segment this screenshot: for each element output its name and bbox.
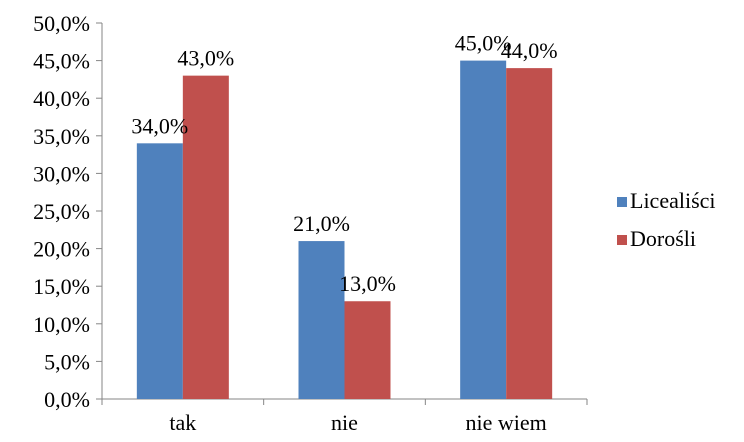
y-tick-label: 25,0% bbox=[33, 199, 90, 224]
y-tick-label: 10,0% bbox=[33, 312, 90, 337]
x-category-label: nie bbox=[331, 410, 358, 435]
bar-licealisci bbox=[136, 143, 183, 399]
legend: Licealiści Dorośli bbox=[617, 188, 716, 251]
y-tick-label: 40,0% bbox=[33, 86, 90, 111]
data-label: 21,0% bbox=[293, 211, 350, 236]
y-tick-label: 45,0% bbox=[33, 49, 90, 74]
y-tick-label: 0,0% bbox=[44, 387, 90, 412]
y-tick-label: 15,0% bbox=[33, 274, 90, 299]
y-tick-label: 5,0% bbox=[44, 349, 90, 374]
bar-dorosli bbox=[182, 75, 229, 399]
data-label: 45,0% bbox=[455, 31, 512, 56]
y-tick-label: 35,0% bbox=[33, 124, 90, 149]
x-category-label: tak bbox=[169, 410, 196, 435]
y-tick-label: 50,0% bbox=[33, 11, 90, 36]
legend-swatch bbox=[617, 235, 627, 245]
bar-licealisci bbox=[298, 241, 345, 399]
y-tick-label: 30,0% bbox=[33, 161, 90, 186]
legend-label: Licealiści bbox=[630, 188, 716, 213]
data-label: 44,0% bbox=[501, 38, 558, 63]
plot-area: 0,0% 5,0% 10,0% 15,0% 20,0% 25,0% 30,0% 35,0% 40… bbox=[33, 11, 588, 435]
x-category-label: nie wiem bbox=[466, 410, 547, 435]
legend-label: Dorośli bbox=[630, 226, 696, 251]
legend-swatch bbox=[617, 197, 627, 207]
bar-dorosli bbox=[344, 301, 391, 399]
y-tick-label: 20,0% bbox=[33, 237, 90, 262]
data-label: 13,0% bbox=[339, 271, 396, 296]
data-label: 43,0% bbox=[177, 46, 234, 71]
bar-dorosli bbox=[506, 68, 553, 400]
data-label: 34,0% bbox=[131, 113, 188, 138]
bar-licealisci bbox=[460, 60, 507, 399]
